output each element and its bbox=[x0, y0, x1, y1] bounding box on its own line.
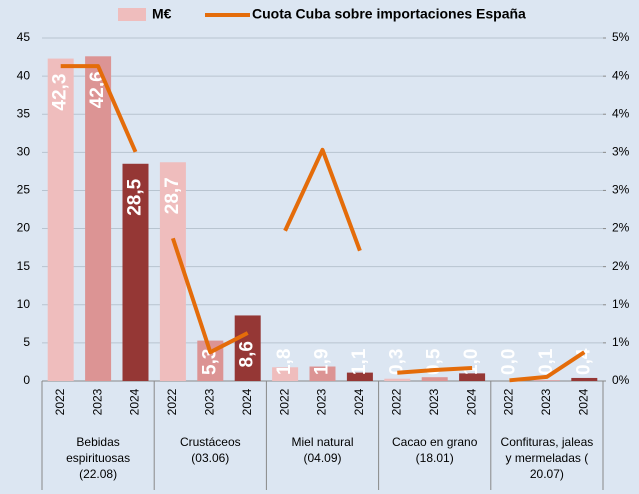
value-label: 1,1 bbox=[349, 348, 370, 375]
value-label: 0,1 bbox=[536, 348, 557, 375]
value-label: 1,0 bbox=[461, 349, 482, 375]
value-label: 5,3 bbox=[199, 349, 220, 375]
value-label: 1,8 bbox=[274, 349, 295, 375]
line bbox=[283, 147, 362, 252]
legend-swatch bbox=[118, 8, 146, 21]
y2-tick-label: 1% bbox=[612, 297, 630, 311]
x-tick-label: 2022 bbox=[53, 388, 67, 415]
bar bbox=[272, 367, 299, 381]
bar bbox=[159, 162, 186, 381]
y2-tick-label: 4% bbox=[612, 106, 630, 120]
y2-tick-label: 2% bbox=[612, 259, 630, 273]
y-tick-label: 5 bbox=[23, 335, 30, 349]
group-label: (03.06) bbox=[191, 451, 229, 465]
bar bbox=[234, 315, 261, 381]
group-label: (04.09) bbox=[303, 451, 341, 465]
legend-label: M€ bbox=[152, 6, 172, 22]
x-tick-label: 2024 bbox=[352, 388, 366, 415]
bar bbox=[421, 377, 448, 381]
line bbox=[397, 365, 473, 375]
x-tick-label: 2023 bbox=[315, 388, 329, 415]
x-tick-label: 2024 bbox=[240, 388, 254, 415]
x-tick-label: 2022 bbox=[277, 388, 291, 415]
value-label: 28,5 bbox=[125, 178, 146, 215]
x-tick-label: 2023 bbox=[427, 388, 441, 415]
y-tick-label: 25 bbox=[17, 183, 31, 197]
x-tick-label: 2024 bbox=[128, 388, 142, 415]
legend-label: Cuota Cuba sobre importaciones España bbox=[252, 6, 526, 22]
group-label: (22.08) bbox=[79, 467, 117, 481]
y2-tick-label: 5% bbox=[612, 30, 630, 44]
value-label: 42,6 bbox=[87, 71, 108, 108]
value-label: 28,7 bbox=[162, 177, 183, 214]
x-tick-label: 2023 bbox=[539, 388, 553, 415]
y2-tick-label: 3% bbox=[612, 145, 630, 159]
group-label: espirituosas bbox=[66, 451, 130, 465]
bar bbox=[346, 372, 373, 381]
y2-tick-label: 0% bbox=[612, 373, 630, 387]
y2-tick-label: 1% bbox=[612, 335, 630, 349]
x-tick-label: 2023 bbox=[90, 388, 104, 415]
group-label: y mermeladas ( bbox=[506, 451, 589, 465]
bar bbox=[122, 163, 149, 381]
x-tick-label: 2022 bbox=[165, 388, 179, 415]
y-tick-label: 0 bbox=[23, 373, 30, 387]
group-label: Cacao en grano bbox=[392, 435, 478, 449]
y-tick-label: 15 bbox=[17, 259, 31, 273]
bar bbox=[459, 373, 486, 381]
bar bbox=[85, 56, 112, 381]
bar bbox=[384, 378, 411, 381]
y-tick-label: 30 bbox=[17, 145, 31, 159]
y2-tick-label: 3% bbox=[612, 183, 630, 197]
group-label: Crustáceos bbox=[180, 435, 241, 449]
bar bbox=[47, 58, 74, 381]
bar bbox=[309, 366, 336, 381]
value-label: 42,3 bbox=[50, 74, 71, 111]
y-tick-label: 10 bbox=[17, 297, 31, 311]
line bbox=[509, 350, 586, 383]
value-label: 1,9 bbox=[312, 349, 333, 375]
group-label: Miel natural bbox=[291, 435, 353, 449]
bar bbox=[533, 380, 560, 381]
x-tick-label: 2022 bbox=[502, 388, 516, 415]
group-label: Confituras, jaleas bbox=[501, 435, 594, 449]
group-label: 20.07) bbox=[530, 467, 564, 481]
y-tick-label: 40 bbox=[17, 68, 31, 82]
value-label: 8,6 bbox=[237, 341, 258, 367]
y2-tick-label: 4% bbox=[612, 68, 630, 82]
group-label: Bebidas bbox=[76, 435, 119, 449]
value-label: 0,0 bbox=[499, 349, 520, 375]
line bbox=[60, 64, 138, 153]
x-tick-label: 2024 bbox=[464, 388, 478, 415]
y-tick-label: 20 bbox=[17, 221, 31, 235]
y-tick-label: 35 bbox=[17, 106, 31, 120]
y2-tick-label: 2% bbox=[612, 221, 630, 235]
bar bbox=[571, 377, 598, 381]
x-tick-label: 2024 bbox=[576, 388, 590, 415]
value-label: 0,3 bbox=[386, 349, 407, 375]
group-label: (18.01) bbox=[416, 451, 454, 465]
line bbox=[170, 237, 249, 355]
x-tick-label: 2022 bbox=[389, 388, 403, 415]
x-tick-label: 2023 bbox=[202, 388, 216, 415]
y-tick-label: 45 bbox=[17, 30, 31, 44]
